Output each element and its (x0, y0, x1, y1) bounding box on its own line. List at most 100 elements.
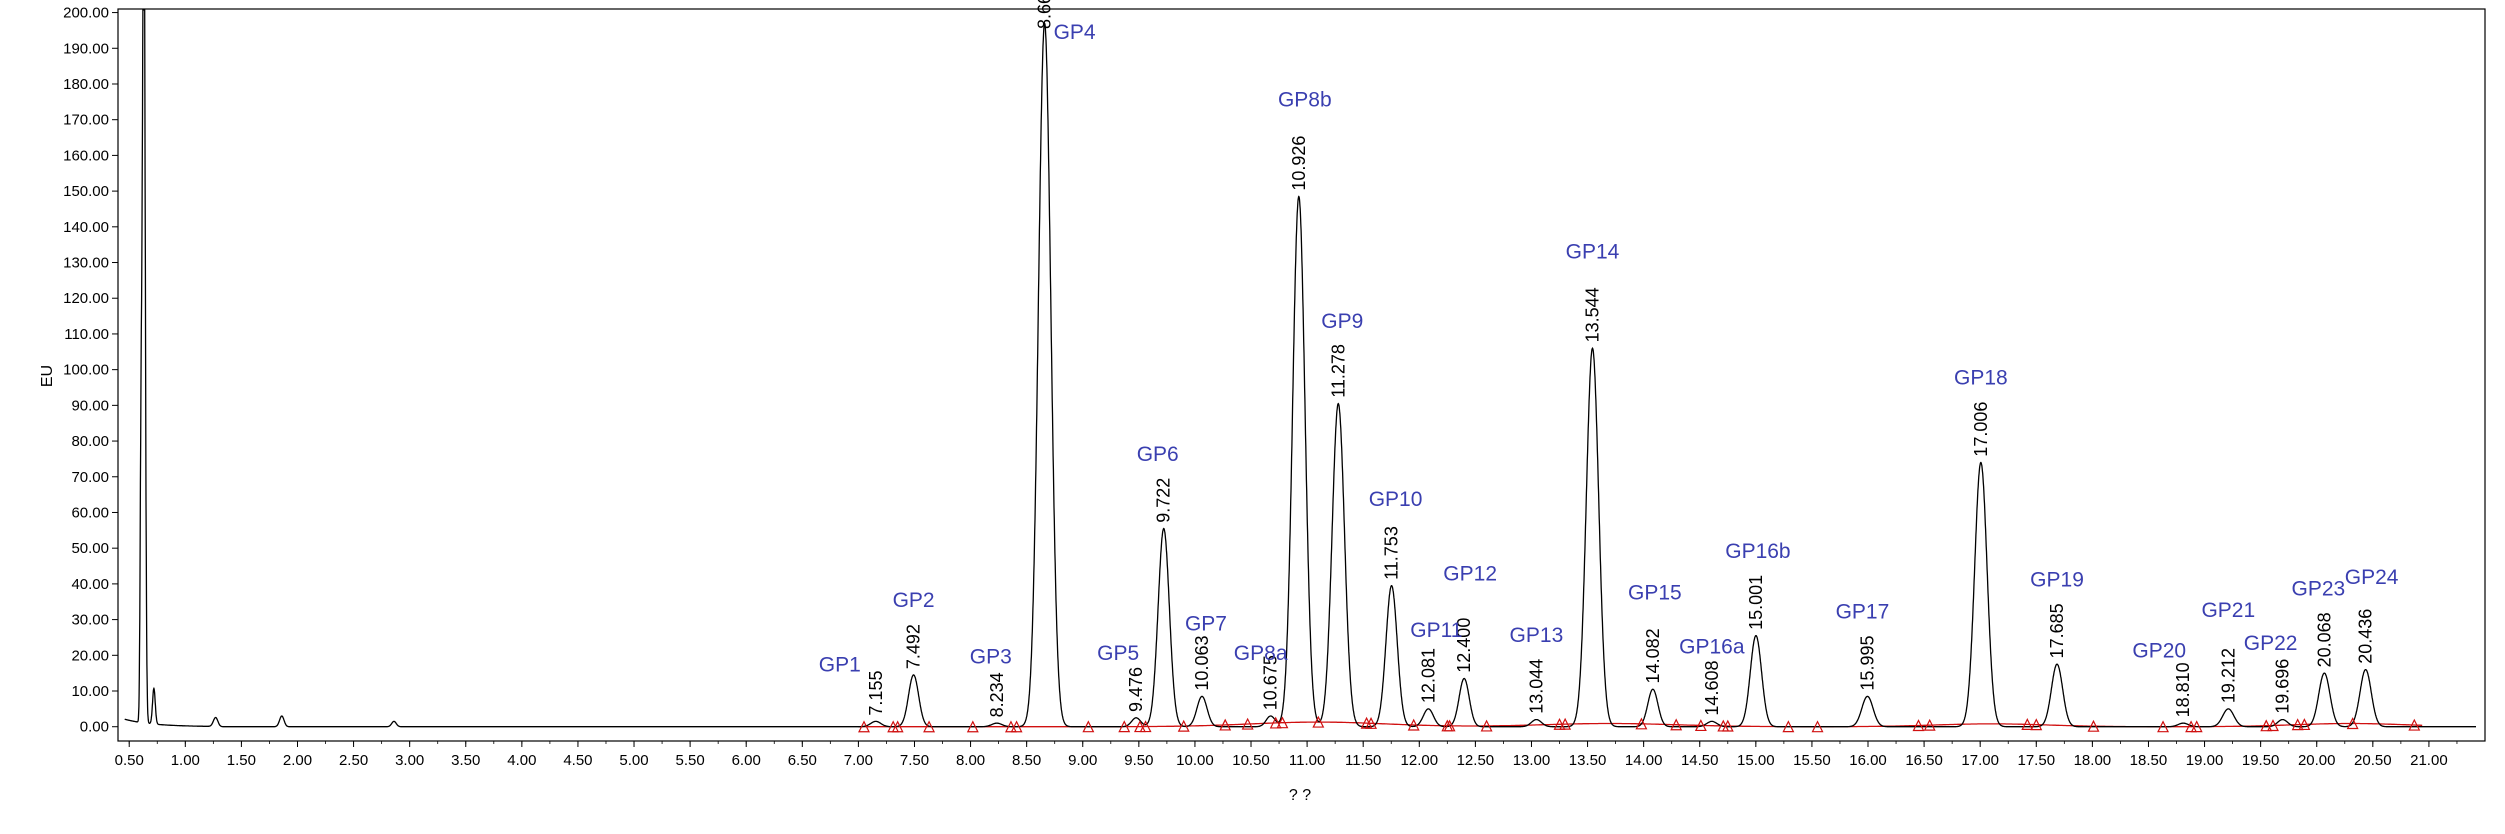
y-axis-title: EU (39, 365, 56, 387)
baseline-marker (2157, 720, 2170, 733)
peak-name-label: GP10 (1369, 488, 1423, 511)
retention-time-label: 8.234 (987, 672, 1007, 717)
retention-time-label: 8.660 (1035, 0, 1055, 29)
peak-name-label: GP15 (1628, 581, 1682, 604)
x-tick-label: 1.50 (227, 752, 256, 769)
y-tick-label: 180.00 (63, 76, 109, 93)
x-tick-label: 19.00 (2186, 752, 2224, 769)
y-tick-label: 170.00 (63, 112, 109, 129)
peak-name-label: GP23 (2292, 577, 2346, 600)
peak-name-labels: GP1 GP2 GP3 GP4 GP5 GP6 GP7 GP8a GP8b GP9 GP10 GP11… (819, 21, 2399, 677)
y-tick-label: 30.00 (71, 612, 109, 629)
baseline-marker (1407, 718, 1420, 731)
baseline-marker (966, 720, 979, 733)
baseline-marker (1241, 717, 1254, 730)
retention-time-label: 14.082 (1643, 628, 1663, 683)
retention-time-label: 13.044 (1526, 659, 1546, 714)
retention-time-label: 19.212 (2218, 648, 2238, 703)
x-tick-label: 20.00 (2298, 752, 2336, 769)
x-tick-label: 8.00 (956, 752, 985, 769)
x-tick-label: 10.50 (1232, 752, 1270, 769)
peak-name-label: GP20 (2132, 639, 2186, 662)
baseline-marker (1670, 718, 1683, 731)
x-tick-label: 5.50 (676, 752, 705, 769)
x-tick-label: 0.50 (115, 752, 144, 769)
x-tick-label: 17.50 (2018, 752, 2056, 769)
y-tick-label: 110.00 (64, 326, 109, 343)
baseline-marker (1010, 720, 1023, 733)
x-tick-label: 3.00 (395, 752, 424, 769)
retention-time-label: 15.995 (1857, 636, 1877, 691)
y-tick-label: 50.00 (71, 540, 109, 557)
baseline-marker (1782, 720, 1795, 733)
retention-time-label: 10.926 (1289, 136, 1309, 191)
peak-name-label: GP16b (1725, 540, 1790, 563)
peak-name-label: GP24 (2345, 566, 2399, 589)
x-tick-label: 12.50 (1457, 752, 1495, 769)
x-tick-label: 3.50 (451, 752, 480, 769)
peak-name-label: GP2 (893, 589, 935, 612)
baseline-marker (2021, 718, 2034, 730)
x-tick-label: 8.50 (1012, 752, 1041, 769)
baseline-marker (1312, 715, 1325, 728)
baseline-marker (2267, 719, 2279, 732)
retention-time-label: 14.608 (1702, 661, 1722, 716)
retention-time-label: 9.722 (1154, 478, 1174, 523)
baseline-marker (1269, 716, 1282, 729)
y-tick-label: 190.00 (63, 40, 109, 57)
baseline-marker (1219, 718, 1232, 731)
y-tick-label: 100.00 (63, 362, 109, 379)
baseline-marker (1721, 719, 1734, 732)
peak-name-label: GP12 (1443, 563, 1497, 586)
x-tick-label: 14.50 (1681, 752, 1719, 769)
plot-area (117, 8, 2486, 742)
baseline-marker (2408, 718, 2421, 731)
x-tick-label: 4.00 (507, 752, 536, 769)
x-tick-label: 21.00 (2410, 752, 2448, 769)
baseline-marker (1118, 720, 1131, 733)
baseline-markers (858, 715, 2421, 733)
peak-name-label: GP18 (1954, 367, 2008, 390)
y-tick-label: 80.00 (71, 433, 109, 450)
x-tick-label: 11.00 (1289, 752, 1325, 769)
x-tick-label: 15.00 (1737, 752, 1775, 769)
x-tick-label: 1.00 (171, 752, 200, 769)
retention-time-label: 10.063 (1192, 636, 1212, 691)
x-tick-label: 16.50 (1905, 752, 1943, 769)
baseline-marker (1177, 719, 1190, 732)
baseline-marker (1365, 716, 1378, 729)
peak-name-label: GP13 (1510, 624, 1564, 647)
x-tick-label: 5.00 (619, 752, 648, 769)
y-tick-label: 60.00 (71, 504, 109, 521)
retention-time-label: 12.400 (1454, 618, 1474, 673)
x-tick-label: 12.00 (1401, 752, 1439, 769)
x-tick-label: 13.00 (1513, 752, 1551, 769)
baseline-marker (2087, 719, 2100, 732)
y-tick-label: 10.00 (71, 683, 109, 700)
x-tick-label: 2.00 (283, 752, 312, 769)
peak-name-label: GP22 (2244, 632, 2298, 655)
baseline-marker (1811, 720, 1824, 733)
retention-time-label: 20.436 (2356, 609, 2376, 664)
y-tick-label: 200.00 (63, 5, 109, 22)
x-tick-label: 9.50 (1124, 752, 1153, 769)
baseline-marker (2030, 718, 2043, 731)
x-tick-label: 20.50 (2354, 752, 2392, 769)
x-tick-label: 10.00 (1176, 752, 1214, 769)
peak-name-label: GP11 (1410, 619, 1462, 642)
baseline-marker (2260, 719, 2273, 732)
x-tick-label: 11.50 (1345, 752, 1381, 769)
baseline-marker (1139, 720, 1152, 733)
x-tick-label: 15.50 (1793, 752, 1831, 769)
retention-time-label: 12.081 (1418, 648, 1438, 703)
x-axis-title: ? ? (1289, 787, 1311, 804)
x-tick-label: 7.50 (900, 752, 929, 769)
retention-time-label: 17.006 (1971, 402, 1991, 457)
retention-time-label: 17.685 (2047, 603, 2067, 658)
x-tick-label: 2.50 (339, 752, 368, 769)
retention-time-label: 11.753 (1382, 526, 1402, 580)
retention-time-label: 11.278 (1328, 344, 1348, 398)
y-tick-label: 20.00 (71, 647, 109, 664)
baseline-marker (1635, 717, 1648, 730)
y-tick-label: 0.00 (80, 719, 109, 736)
